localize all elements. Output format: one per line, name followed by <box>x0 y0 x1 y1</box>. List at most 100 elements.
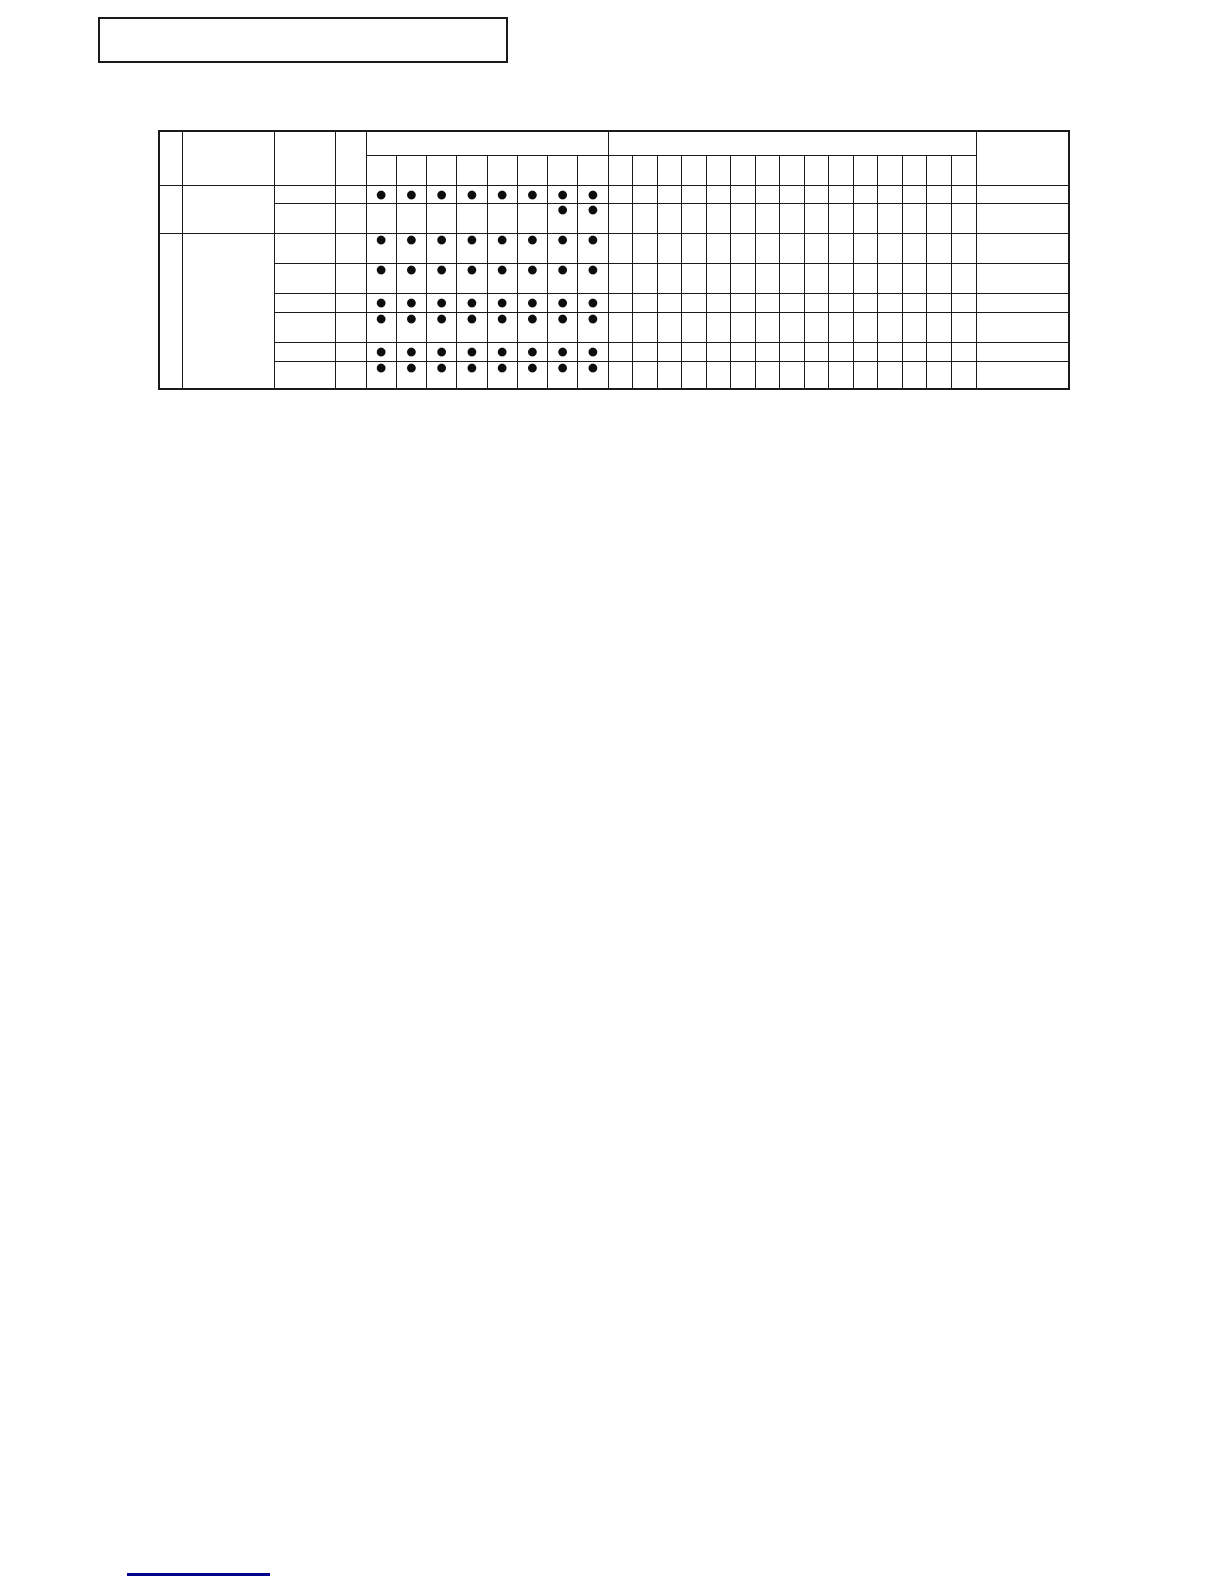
dot-cell: ● <box>546 262 579 294</box>
grid-cell <box>681 311 707 343</box>
grid-cell <box>803 232 830 264</box>
subheader-cell <box>365 154 397 186</box>
grid-cell <box>779 341 805 362</box>
grid-cell <box>656 202 683 234</box>
grid-cell <box>656 232 683 264</box>
dot-cell: ● <box>456 262 488 294</box>
dot-bullet: ● <box>466 263 477 276</box>
grid-cell <box>901 262 928 294</box>
dot-bullet: ● <box>466 186 477 201</box>
left-header-cell-3 <box>273 130 336 186</box>
grid-cell <box>632 232 658 264</box>
table-row: ● ● ● ● ● ● ● ● <box>159 292 1070 313</box>
dot-bullet: ● <box>406 361 417 374</box>
dot-cell: ● <box>456 360 488 390</box>
grid-cell <box>705 360 732 390</box>
dot-cell: ● <box>577 184 609 204</box>
dot-cell: ● <box>365 311 397 343</box>
grid-cell <box>803 262 830 294</box>
dot-cell: ● <box>365 232 397 264</box>
dot-bullet: ● <box>436 312 447 325</box>
dot-cell: ● <box>546 311 579 343</box>
table-row: ● ● ● ● ● ● ● ● <box>159 311 1070 343</box>
subheader-cell <box>705 154 732 186</box>
dot-bullet: ● <box>466 312 477 325</box>
grid-cell <box>828 232 854 264</box>
dot-cell: ● <box>577 202 609 234</box>
row-sublabel-cell <box>334 262 367 294</box>
dot-cell: ● <box>516 311 549 343</box>
grid-cell <box>877 292 903 313</box>
dot-cell: ● <box>365 292 397 313</box>
note-cell <box>975 341 1070 362</box>
grid-cell <box>607 262 634 294</box>
note-cell <box>975 360 1070 390</box>
compatibility-matrix-table: ● ● ● ● ● ● ● ● ● ● ● ● ● ● ● ● ● ● ● ● ● ● ● ● ● ● ● ● ● ● ● ● ● ● ● ● ● ● ● ●… <box>158 130 1071 390</box>
row-sublabel-cell <box>334 184 367 204</box>
table-row: ● ● ● ● ● ● ● ● <box>158 184 1070 234</box>
dot-cell: ● <box>425 292 458 313</box>
section-name-cell <box>181 184 275 234</box>
subheader-cell <box>901 154 928 186</box>
grid-cell <box>852 232 879 264</box>
note-cell <box>975 311 1070 343</box>
table-row: ● ● ● ● ● ● ● ● <box>159 262 1070 294</box>
grid-cell <box>828 262 854 294</box>
note-cell <box>975 184 1070 204</box>
row-label-cell <box>273 202 336 234</box>
dot-bullet: ● <box>436 295 447 309</box>
dot-cell: ● <box>577 292 609 313</box>
dot-cell: ● <box>395 360 428 390</box>
grid-cell <box>877 262 903 294</box>
grid-cell <box>632 292 658 313</box>
dot-cell: ● <box>516 360 549 390</box>
grid-cell <box>926 360 952 390</box>
dot-cell: ● <box>577 311 609 343</box>
grid-cell <box>754 292 781 313</box>
grid-cell <box>754 232 781 264</box>
dot-bullet: ● <box>436 263 447 276</box>
grid-cell <box>779 232 805 264</box>
dot-cell: ● <box>425 184 458 204</box>
grid-cell <box>828 311 854 343</box>
grid-cell <box>926 184 952 204</box>
grid-cell <box>681 341 707 362</box>
grid-cell <box>779 292 805 313</box>
grid-cell <box>607 232 634 264</box>
dot-cell: ● <box>395 341 428 362</box>
grid-cell <box>681 232 707 264</box>
dot-bullet: ● <box>376 361 387 374</box>
dot-cell: ● <box>486 262 518 294</box>
dot-bullet: ● <box>406 312 417 325</box>
dot-cell: ● <box>516 184 549 204</box>
grid-cell <box>607 184 634 204</box>
grid-cell <box>803 184 830 204</box>
grid-cell <box>950 202 977 234</box>
grid-cell <box>901 292 928 313</box>
dot-cell: ● <box>425 341 458 362</box>
dot-cell: ● <box>456 184 488 204</box>
subheader-cell <box>852 154 879 186</box>
grid-cell <box>901 341 928 362</box>
grid-cell <box>705 232 732 264</box>
dot-bullet: ● <box>466 295 477 309</box>
dot-cell: ● <box>365 341 397 362</box>
grid-cell <box>901 360 928 390</box>
grid-cell <box>632 202 658 234</box>
dot-bullet: ● <box>557 203 568 216</box>
grid-cell <box>877 311 903 343</box>
dot-bullet: ● <box>497 361 508 374</box>
grid-cell <box>828 360 854 390</box>
dot-cell: ● <box>516 341 549 362</box>
subheader-cell <box>926 154 952 186</box>
grid-cell <box>950 232 977 264</box>
grid-cell <box>681 360 707 390</box>
grid-cell <box>607 360 634 390</box>
dot-bullet: ● <box>406 295 417 309</box>
footer-hyperlink-rule[interactable] <box>127 1573 270 1576</box>
grid-cell <box>754 202 781 234</box>
subheader-cell <box>395 154 428 186</box>
grid-cell <box>705 202 732 234</box>
row-label-cell <box>273 262 336 294</box>
dot-cell: ● <box>456 232 488 264</box>
